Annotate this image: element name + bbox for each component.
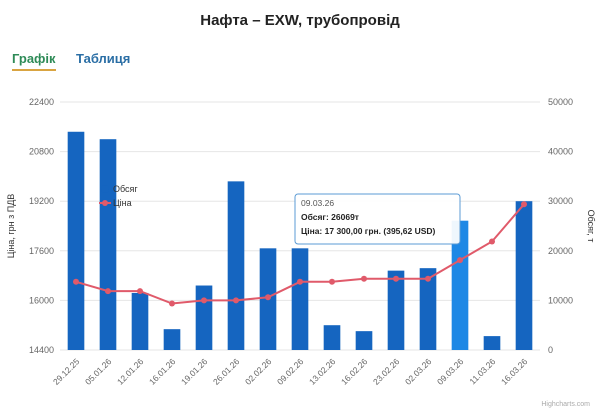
combo-chart: 14400 0 16000 10000 17600 20000 19200 30000 2080… bbox=[6, 97, 596, 408]
price-point bbox=[233, 297, 239, 304]
volume-bar bbox=[227, 181, 245, 350]
view-tabs: Графік Таблиця bbox=[12, 50, 146, 74]
y-tick-right: 0 bbox=[548, 345, 553, 355]
tooltip-box bbox=[294, 193, 461, 245]
y-tick-right: 40000 bbox=[548, 147, 573, 157]
price-point bbox=[73, 278, 79, 285]
tooltip-volume: Обсяг: 26069т bbox=[301, 212, 359, 222]
x-tick-label: 16.02.26 bbox=[339, 356, 370, 387]
price-point bbox=[329, 278, 335, 285]
y-axis-title-right: Обсяг, т bbox=[586, 210, 596, 243]
chart-credit: Highcharts.com bbox=[541, 401, 590, 408]
price-point bbox=[361, 275, 367, 282]
y-tick-right: 10000 bbox=[548, 295, 573, 305]
legend-marker-volume bbox=[101, 185, 109, 193]
x-tick-label: 13.02.26 bbox=[307, 356, 338, 387]
x-tick-label: 19.01.26 bbox=[179, 356, 210, 387]
x-tick-label: 11.03.26 bbox=[467, 356, 497, 386]
x-tick-label: 02.02.26 bbox=[243, 356, 274, 387]
x-tick-label: 23.02.26 bbox=[371, 356, 402, 387]
price-point bbox=[297, 278, 303, 285]
x-tick-label: 09.02.26 bbox=[275, 356, 306, 387]
price-point bbox=[457, 257, 463, 264]
volume-bar bbox=[451, 220, 469, 350]
price-point bbox=[137, 288, 143, 295]
price-point bbox=[201, 297, 207, 304]
y-tick-left: 14400 bbox=[29, 345, 54, 355]
x-tick-label: 05.01.26 bbox=[83, 356, 114, 387]
y-tick-left: 17600 bbox=[29, 246, 54, 256]
price-point bbox=[105, 288, 111, 295]
volume-bar bbox=[163, 329, 181, 350]
volume-bar bbox=[131, 292, 149, 350]
y-tick-left: 22400 bbox=[29, 97, 54, 107]
x-tick-label: 12.01.26 bbox=[115, 356, 146, 387]
volume-bar bbox=[291, 248, 309, 350]
volume-bar bbox=[419, 268, 437, 350]
x-tick-label: 16.01.26 bbox=[147, 356, 178, 387]
tab-table[interactable]: Таблиця bbox=[76, 51, 131, 66]
price-point bbox=[169, 300, 175, 307]
volume-bar bbox=[515, 201, 533, 350]
y-tick-right: 30000 bbox=[548, 196, 573, 206]
y-axis-title-left: Ціна, грн з ПДВ bbox=[6, 194, 16, 259]
volume-bar bbox=[483, 336, 501, 350]
x-tick-label: 09.03.26 bbox=[435, 356, 466, 387]
volume-bar bbox=[99, 139, 117, 350]
price-point bbox=[521, 201, 527, 208]
price-point bbox=[489, 238, 495, 245]
legend-marker-price bbox=[102, 200, 108, 206]
volume-bar bbox=[387, 270, 405, 350]
tooltip-date: 09.03.26 bbox=[301, 198, 334, 208]
x-tick-label: 16.03.26 bbox=[499, 356, 530, 387]
volume-bar bbox=[323, 325, 341, 350]
y-tick-left: 19200 bbox=[29, 196, 54, 206]
tab-chart[interactable]: Графік bbox=[12, 51, 56, 71]
volume-bar bbox=[355, 331, 373, 350]
legend-label-price: Ціна bbox=[113, 198, 132, 208]
x-tick-label: 29.12.25 bbox=[51, 356, 82, 387]
volume-bar bbox=[195, 285, 213, 350]
y-tick-left: 16000 bbox=[29, 295, 54, 305]
price-point bbox=[393, 275, 399, 282]
price-point bbox=[265, 294, 271, 301]
y-tick-right: 20000 bbox=[548, 246, 573, 256]
legend-label-volume: Обсяг bbox=[113, 184, 138, 194]
tooltip-price: Ціна: 17 300,00 грн. (395,62 USD) bbox=[301, 226, 436, 236]
x-tick-label: 26.01.26 bbox=[211, 356, 242, 387]
price-point bbox=[425, 275, 431, 282]
volume-bar bbox=[67, 131, 85, 350]
page-title: Нафта – EXW, трубопровід bbox=[200, 12, 400, 29]
y-tick-right: 50000 bbox=[548, 97, 573, 107]
y-tick-left: 20800 bbox=[29, 147, 54, 157]
x-tick-label: 02.03.26 bbox=[403, 356, 434, 387]
